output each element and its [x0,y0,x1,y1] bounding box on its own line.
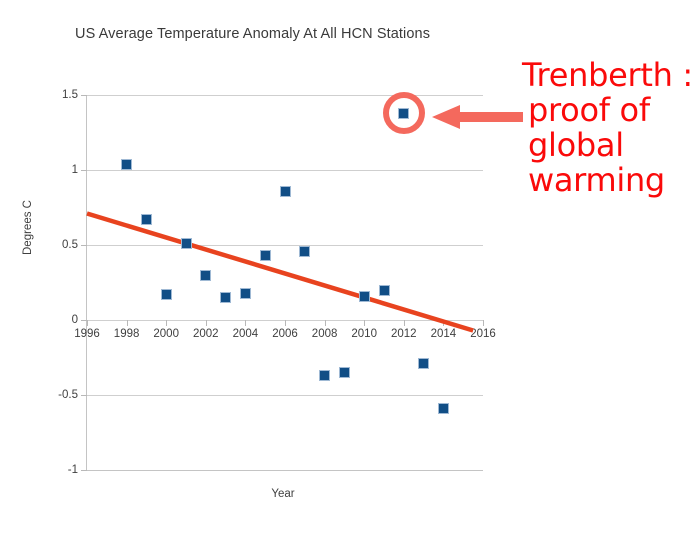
x-tick-label: 2012 [391,328,417,340]
y-tick-label: 1 [71,164,78,176]
data-point-marker [418,358,430,369]
x-tick-mark [483,320,484,326]
gridline-y [87,170,483,171]
y-tick-mark [81,245,87,246]
gridline-y [87,395,483,396]
y-tick-mark [81,320,87,321]
data-point-marker [140,214,152,225]
gridline-y [87,470,483,471]
x-tick-label: 2016 [470,328,496,340]
callout-text-line-3: global [528,126,624,164]
y-tick-label: -1 [67,464,78,476]
y-tick-label: -0.5 [58,389,78,401]
x-tick-label: 1996 [74,328,100,340]
callout-text: Trenberth : proof of global warming [522,58,697,198]
data-point-marker [259,250,271,261]
callout-text-line-4: warming [528,161,665,199]
callout-text-line-2: proof of [528,91,650,129]
gridline-y [87,245,483,246]
data-point-marker [180,238,192,249]
data-point-marker [358,290,370,302]
data-point-marker [378,284,390,296]
x-tick-label: 2014 [430,328,457,340]
y-tick-mark [81,95,87,96]
x-tick-mark [245,320,247,326]
y-tick-label: 0 [71,314,78,326]
y-axis-line [86,95,87,470]
y-tick-mark [81,470,87,471]
x-tick-label: 2000 [153,328,179,340]
x-tick-mark [87,320,88,326]
gridline-y [87,95,483,96]
highlight-ring [382,92,425,134]
y-tick-label: 1.5 [62,89,78,101]
x-tick-label: 2002 [193,328,219,340]
data-point-marker [200,269,212,281]
data-point-marker [338,367,350,378]
data-point-marker [239,287,251,299]
x-axis-title: Year [271,488,295,500]
x-tick-mark [364,320,366,326]
chart-title: US Average Temperature Anomaly At All HC… [75,26,431,42]
x-tick-mark [403,320,405,326]
data-point-marker [160,289,172,300]
data-point-marker [121,158,133,170]
x-tick-mark [126,320,128,326]
y-tick-label: 0.5 [62,239,78,251]
callout-text-line-1: Trenberth : [522,56,693,94]
x-tick-mark [324,320,326,326]
x-tick-mark [205,320,207,326]
x-tick-label: 2006 [272,328,298,340]
data-point-marker [319,370,331,381]
x-tick-label: 2004 [232,328,259,340]
data-point-marker [220,292,232,303]
callout-arrow-icon [432,105,523,129]
y-tick-mark [81,170,87,171]
x-tick-label: 1998 [113,328,140,340]
x-tick-label: 2010 [351,328,377,340]
data-point-marker [279,185,291,197]
x-tick-mark [166,320,168,326]
x-tick-label: 2008 [311,328,338,340]
y-tick-mark [81,395,87,396]
x-tick-mark [285,320,286,326]
data-point-marker [299,245,311,257]
plot-area: 1.5 1 0.5 0 -0.5 -1 1996 1998 2000 2002 2004 2006 2… [58,89,496,476]
trendline [86,211,474,333]
data-point-marker [437,403,449,414]
y-axis-title: Degrees C [22,200,34,255]
